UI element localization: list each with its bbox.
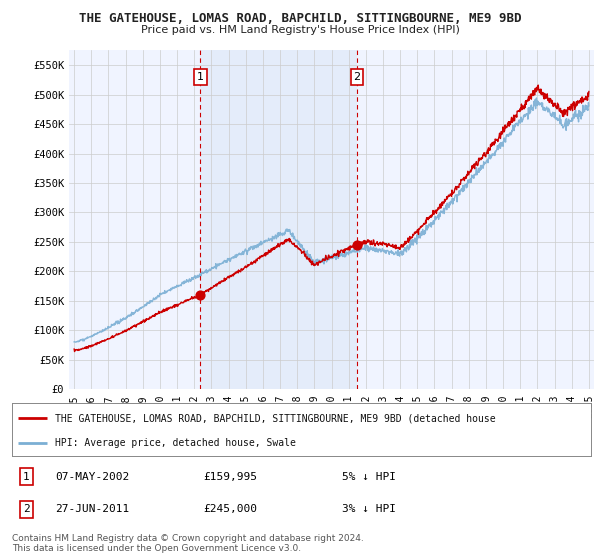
Point [352,240,362,249]
Text: HPI: Average price, detached house, Swale: HPI: Average price, detached house, Swal… [55,438,296,448]
Text: 1: 1 [197,72,204,82]
Text: 27-JUN-2011: 27-JUN-2011 [55,505,130,515]
Text: THE GATEHOUSE, LOMAS ROAD, BAPCHILD, SITTINGBOURNE, ME9 9BD: THE GATEHOUSE, LOMAS ROAD, BAPCHILD, SIT… [79,12,521,25]
Text: 2: 2 [353,72,361,82]
Text: 5% ↓ HPI: 5% ↓ HPI [342,472,396,482]
Text: THE GATEHOUSE, LOMAS ROAD, BAPCHILD, SITTINGBOURNE, ME9 9BD (detached house: THE GATEHOUSE, LOMAS ROAD, BAPCHILD, SIT… [55,413,496,423]
Text: 07-MAY-2002: 07-MAY-2002 [55,472,130,482]
Text: Contains HM Land Registry data © Crown copyright and database right 2024.
This d: Contains HM Land Registry data © Crown c… [12,534,364,553]
Text: Price paid vs. HM Land Registry's House Price Index (HPI): Price paid vs. HM Land Registry's House … [140,25,460,35]
Point [196,291,205,300]
Text: £245,000: £245,000 [203,505,257,515]
Bar [200,50,357,389]
Text: £159,995: £159,995 [203,472,257,482]
Text: 3% ↓ HPI: 3% ↓ HPI [342,505,396,515]
Text: 2: 2 [23,505,30,515]
Text: 1: 1 [23,472,30,482]
